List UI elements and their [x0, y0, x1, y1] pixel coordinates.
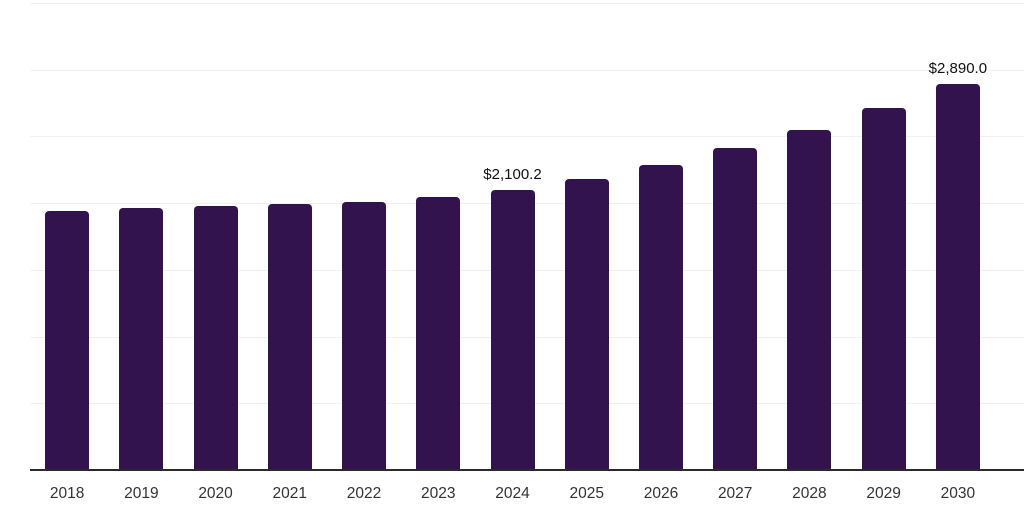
gridline-3500: [30, 3, 1024, 4]
bar-2030: [935, 84, 980, 470]
x-tick-label-2018: 2018: [49, 485, 85, 502]
x-tick-label-2022: 2022: [346, 485, 382, 502]
bar-2022: [342, 201, 387, 470]
data-label-2030: $2,890.0: [928, 60, 988, 78]
bar-2028: [787, 130, 832, 470]
x-tick-label-2024: 2024: [495, 485, 530, 502]
bar-2020: [193, 206, 238, 470]
x-tick-label-2020: 2020: [198, 485, 233, 502]
x-tick-label-2025: 2025: [569, 485, 604, 502]
bar-2023: [416, 197, 461, 470]
x-tick-label-2029: 2029: [866, 485, 901, 502]
x-tick-label-2021: 2021: [272, 485, 308, 502]
x-tick-label-2019: 2019: [124, 485, 159, 502]
x-tick-label-2028: 2028: [792, 485, 827, 502]
x-axis-line: [30, 469, 1024, 471]
gridline-3000: [30, 69, 1024, 71]
bar-2026: [638, 165, 683, 470]
gridline-2500: [30, 136, 1024, 138]
x-tick-label-2030: 2030: [940, 485, 976, 502]
bar-2018: [45, 211, 90, 470]
x-tick-label-2026: 2026: [643, 485, 679, 502]
data-label-2024: $2,100.2: [483, 165, 542, 183]
bar-2029: [861, 108, 906, 470]
bar-2024: [490, 189, 535, 470]
x-tick-label-2027: 2027: [717, 485, 753, 502]
bar-2021: [267, 204, 312, 470]
bar-2027: [713, 148, 758, 470]
bar-2019: [119, 207, 164, 470]
bar-2025: [564, 179, 609, 470]
x-tick-label-2023: 2023: [421, 485, 456, 502]
